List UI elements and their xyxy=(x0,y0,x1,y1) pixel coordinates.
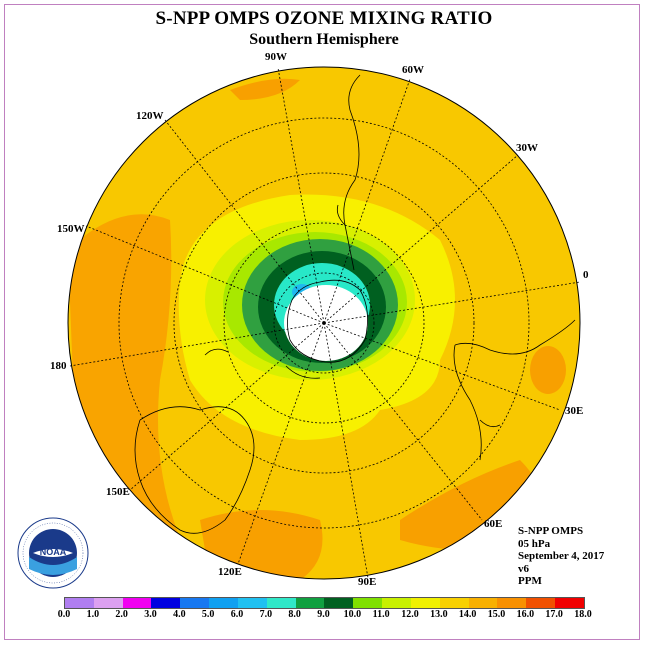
lon-label-90w: 90W xyxy=(265,51,287,63)
info-version: v6 xyxy=(518,562,529,575)
page-subtitle: Southern Hemisphere xyxy=(249,31,399,48)
colorbar-swatch xyxy=(65,598,94,608)
colorbar-tick-label: 0.0 xyxy=(57,609,71,620)
colorbar-tick-label: 8.0 xyxy=(288,609,301,620)
colorbar-swatch xyxy=(180,598,210,608)
lon-label-120w: 120W xyxy=(136,110,164,122)
colorbar-labels: 0.0 1.0 2.0 3.0 4.0 5.0 6.0 7.0 8.0 9.0 10.0 11.0 12… xyxy=(0,609,648,623)
lon-label-120e: 120E xyxy=(218,566,242,578)
colorbar-tick-label: 14.0 xyxy=(458,609,477,620)
colorbar-swatch xyxy=(151,598,181,608)
lon-label-150w: 150W xyxy=(57,223,85,235)
colorbar-swatch xyxy=(266,598,296,608)
info-units: PPM xyxy=(518,575,542,587)
colorbar-swatch xyxy=(410,598,440,608)
colorbar-tick-label: 9.0 xyxy=(317,609,330,620)
colorbar-tick-label: 10.0 xyxy=(343,609,362,620)
lon-label-60w: 60W xyxy=(402,64,424,76)
noaa-logo-text: NOAA xyxy=(40,547,67,557)
colorbar-tick-label: 7.0 xyxy=(259,609,273,620)
lon-label-90e: 90E xyxy=(358,576,376,588)
colorbar-tick-label: 5.0 xyxy=(201,609,215,620)
colorbar-swatch xyxy=(555,598,584,608)
colorbar-swatch xyxy=(468,598,498,608)
figure-frame xyxy=(4,4,640,640)
colorbar-tick-label: 6.0 xyxy=(230,609,244,620)
colorbar-swatch xyxy=(122,598,152,608)
colorbar-swatch xyxy=(295,598,325,608)
info-panel: S-NPP OMPS 05 hPa September 4, 2017 v6 P… xyxy=(518,525,604,588)
colorbar xyxy=(64,597,585,609)
colorbar-swatch xyxy=(526,598,556,608)
colorbar-swatch xyxy=(237,598,267,608)
noaa-logo: NOAA xyxy=(17,517,89,589)
colorbar-tick-label: 18.0 xyxy=(574,609,592,620)
page-title: S-NPP OMPS OZONE MIXING RATIO xyxy=(155,8,493,29)
colorbar-swatch xyxy=(209,598,238,608)
lon-label-30w: 30W xyxy=(516,142,538,154)
colorbar-tick-label: 11.0 xyxy=(372,609,390,620)
colorbar-swatch xyxy=(439,598,469,608)
info-instrument: S-NPP OMPS xyxy=(518,525,584,537)
colorbar-tick-label: 16.0 xyxy=(516,609,535,620)
graticule xyxy=(69,67,581,579)
lon-label-180: 180 xyxy=(50,360,67,372)
colorbar-tick-label: 4.0 xyxy=(173,609,186,620)
colorbar-swatch xyxy=(497,598,527,608)
colorbar-tick-label: 2.0 xyxy=(115,609,128,620)
info-level: 05 hPa xyxy=(518,537,551,550)
colorbar-swatch xyxy=(382,598,411,608)
colorbar-tick-label: 12.0 xyxy=(401,609,419,620)
lon-label-150e: 150E xyxy=(106,486,130,498)
ozone-field xyxy=(68,67,580,579)
lon-label-30e: 30E xyxy=(565,405,583,417)
colorbar-tick-label: 15.0 xyxy=(487,609,506,620)
colorbar-swatch xyxy=(324,598,354,608)
colorbar-tick-label: 13.0 xyxy=(430,609,448,620)
colorbar-tick-label: 1.0 xyxy=(86,609,100,620)
colorbar-swatch xyxy=(353,598,383,608)
colorbar-tick-label: 3.0 xyxy=(144,609,157,620)
lon-label-60e: 60E xyxy=(484,518,502,530)
lon-label-0: 0 xyxy=(583,269,589,281)
info-date: September 4, 2017 xyxy=(518,550,605,562)
coastlines xyxy=(134,74,576,534)
colorbar-swatch xyxy=(93,598,123,608)
colorbar-tick-label: 17.0 xyxy=(545,609,563,620)
